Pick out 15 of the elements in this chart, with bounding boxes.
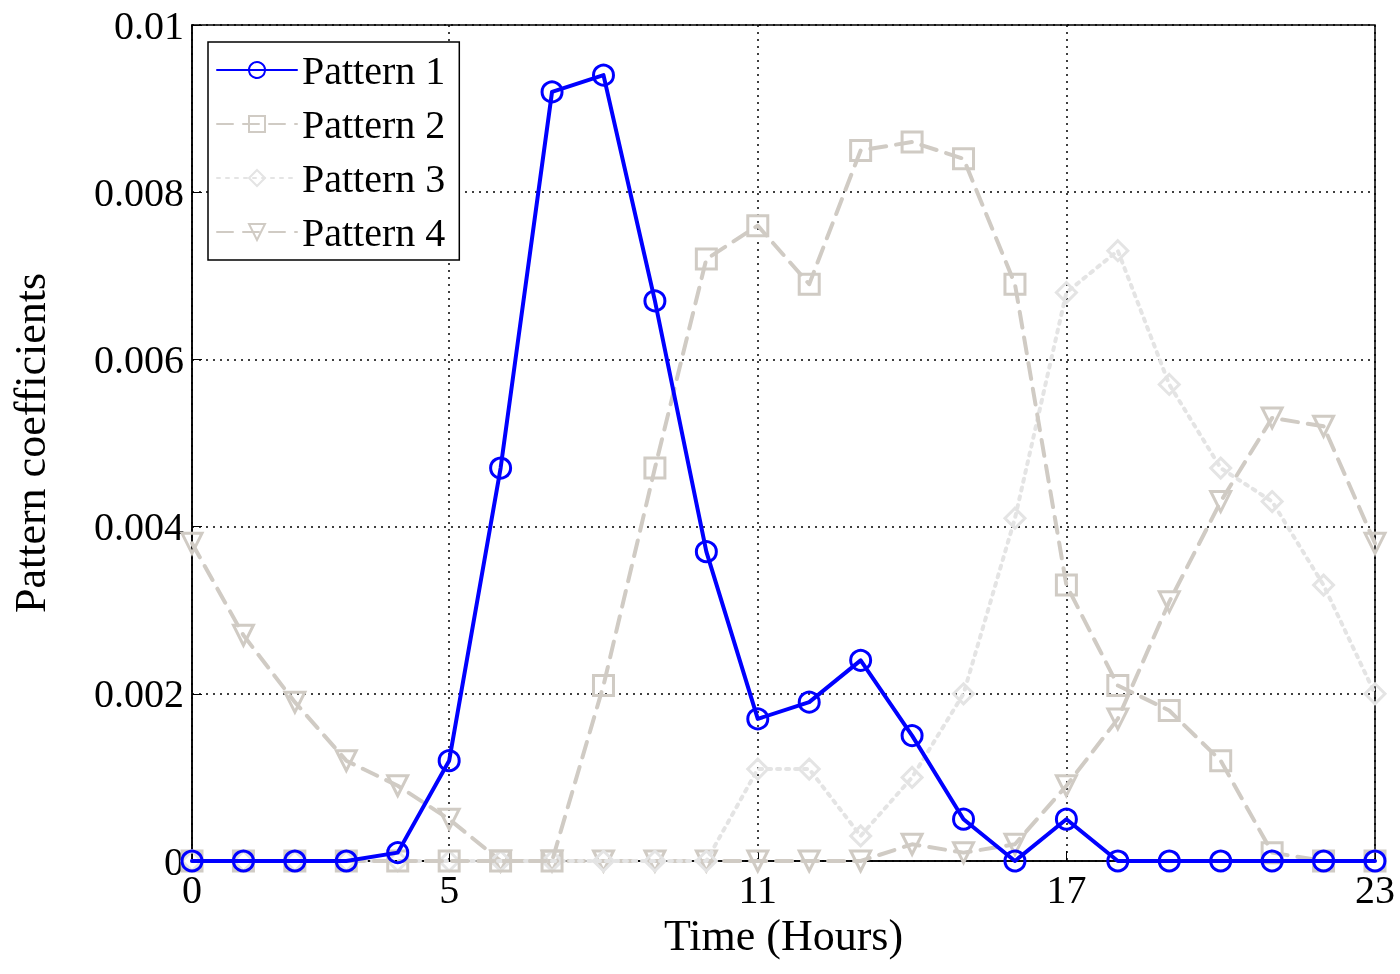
y-tick-label: 0.01	[114, 2, 184, 48]
x-tick-label: 5	[439, 866, 460, 912]
y-tick-label: 0.006	[94, 336, 184, 382]
legend-label: Pattern 2	[302, 101, 446, 147]
legend-label: Pattern 1	[302, 47, 446, 93]
legend-label: Pattern 3	[302, 155, 446, 201]
y-tick-label: 0.002	[94, 671, 184, 717]
x-tick-label: 23	[1355, 866, 1395, 912]
y-tick-label: 0.004	[94, 504, 184, 550]
y-axis-title: Pattern coefficients	[5, 272, 55, 614]
legend-label: Pattern 4	[302, 209, 446, 255]
x-tick-label: 11	[738, 866, 778, 912]
x-tick-label: 17	[1046, 866, 1087, 912]
y-tick-label: 0.008	[94, 169, 184, 215]
x-axis-title: Time (Hours)	[663, 911, 904, 961]
